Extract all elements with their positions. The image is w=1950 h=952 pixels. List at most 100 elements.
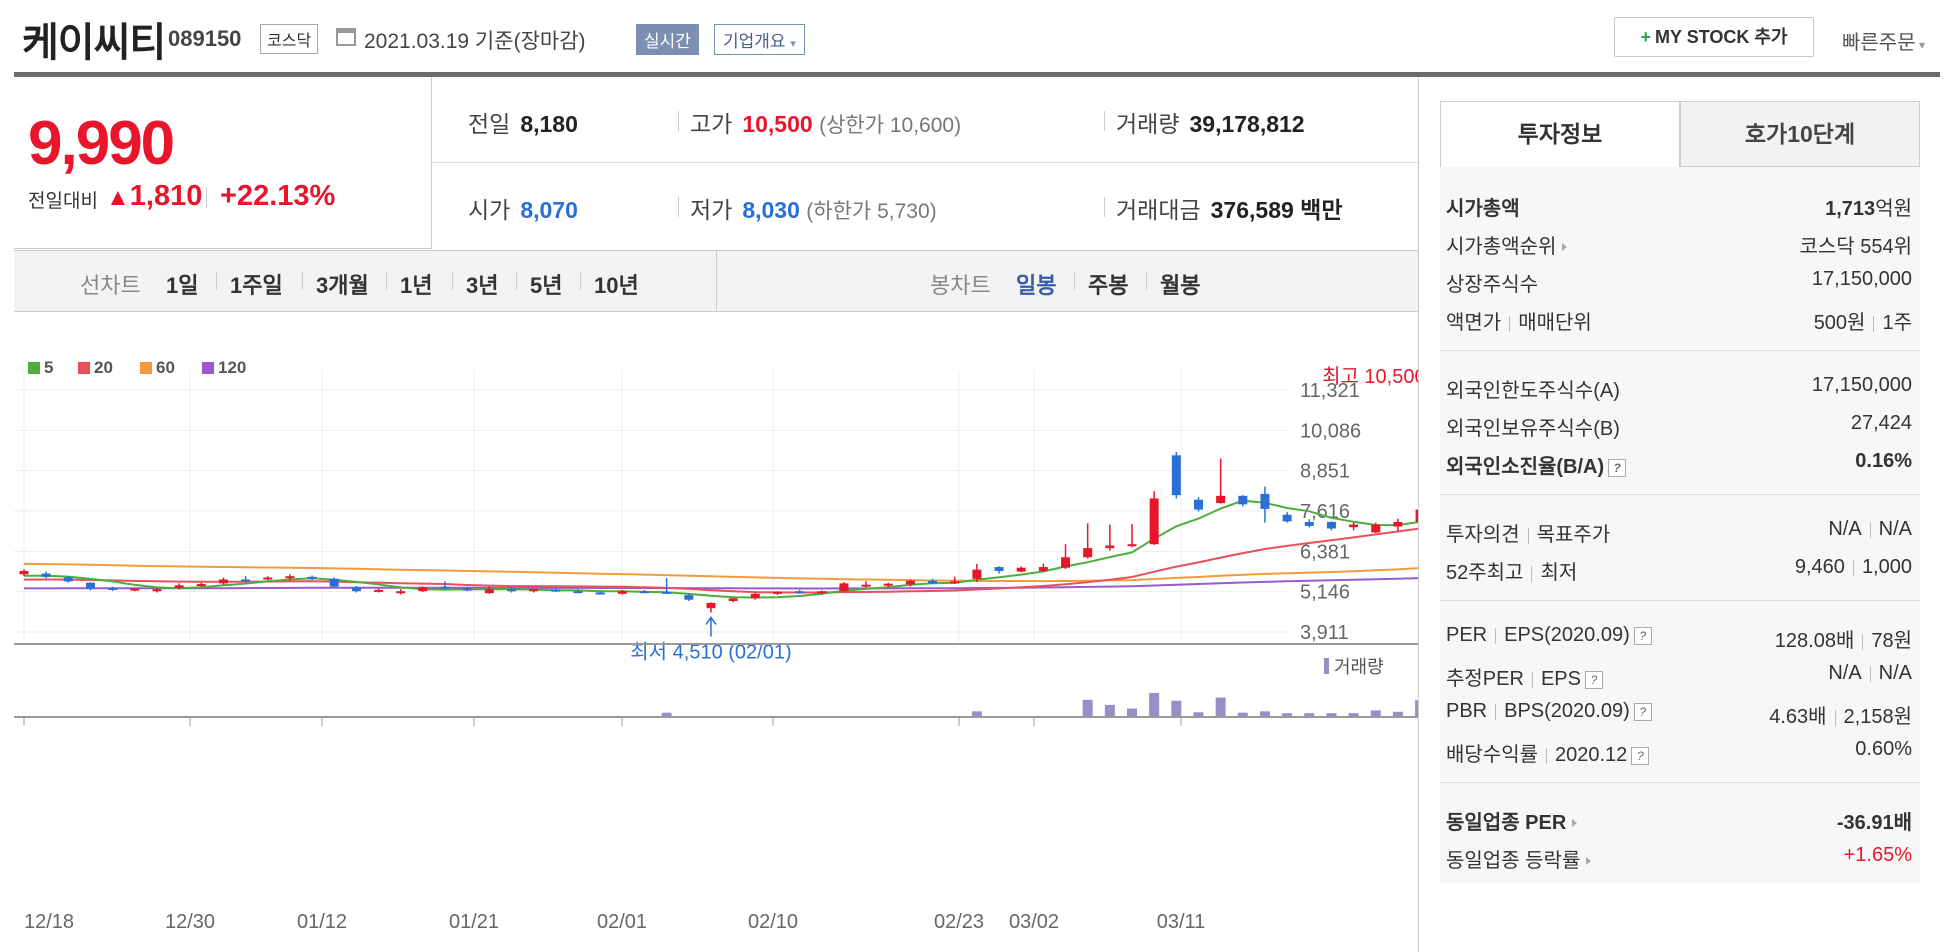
candle-body[interactable] bbox=[817, 591, 827, 594]
candle-body[interactable] bbox=[19, 570, 29, 575]
realtime-button[interactable]: 실시간 bbox=[636, 24, 699, 55]
volume-bar[interactable] bbox=[1082, 699, 1093, 716]
candle-body[interactable] bbox=[196, 584, 206, 587]
candle-body[interactable] bbox=[839, 583, 849, 592]
candle-body[interactable] bbox=[1260, 493, 1270, 509]
price-chart[interactable]: 11,321 10,086 8,851 7,616 6,381 5,146 3,911 최고 … bbox=[0, 340, 1418, 952]
help-icon[interactable]: ? bbox=[1631, 747, 1650, 765]
tab-1year[interactable]: 1년 bbox=[400, 273, 433, 298]
candle-body[interactable] bbox=[462, 588, 472, 591]
volume-bar[interactable] bbox=[661, 712, 672, 716]
candle-body[interactable] bbox=[1238, 495, 1248, 505]
tab-3month[interactable]: 3개월 bbox=[316, 273, 369, 298]
candle-body[interactable] bbox=[1193, 499, 1203, 510]
tab-daily[interactable]: 일봉 bbox=[1016, 273, 1057, 298]
candle-body[interactable] bbox=[950, 581, 960, 584]
candle-body[interactable] bbox=[85, 582, 95, 589]
candle-body[interactable] bbox=[772, 591, 782, 594]
tab-3year[interactable]: 3년 bbox=[466, 273, 499, 298]
candle-body[interactable] bbox=[1349, 524, 1359, 528]
candle-body[interactable] bbox=[351, 587, 361, 592]
candle-body[interactable] bbox=[218, 579, 228, 584]
company-overview-dropdown[interactable]: 기업개요 ▾ bbox=[714, 24, 805, 55]
candle-body[interactable] bbox=[1304, 521, 1314, 526]
candle-body[interactable] bbox=[1149, 498, 1159, 545]
candle-body[interactable] bbox=[285, 576, 295, 579]
tab-10year[interactable]: 10년 bbox=[594, 273, 639, 298]
candle-body[interactable] bbox=[1282, 514, 1292, 522]
row-mktcap-rank[interactable]: 시가총액순위 코스닥 554위 bbox=[1446, 224, 1912, 260]
volume-bar[interactable] bbox=[1171, 700, 1182, 716]
candle-body[interactable] bbox=[1127, 544, 1137, 547]
quick-order-link[interactable]: 빠른주문 ▾ bbox=[1842, 26, 1925, 55]
candle-body[interactable] bbox=[861, 584, 871, 587]
volume-bar[interactable] bbox=[1415, 700, 1418, 716]
candle-body[interactable] bbox=[1083, 548, 1093, 558]
candle-body[interactable] bbox=[1371, 524, 1381, 533]
volume-bar[interactable] bbox=[1127, 708, 1137, 716]
candle-body[interactable] bbox=[152, 589, 162, 592]
volume-bar[interactable] bbox=[1215, 697, 1226, 716]
candle-body[interactable] bbox=[728, 598, 738, 602]
candle-body[interactable] bbox=[1171, 455, 1181, 496]
help-icon[interactable]: ? bbox=[1633, 703, 1652, 721]
candle-body[interactable] bbox=[418, 587, 428, 592]
tab-orderbook[interactable]: 호가10단계 bbox=[1680, 101, 1920, 167]
help-icon[interactable]: ? bbox=[1633, 627, 1652, 645]
candle-body[interactable] bbox=[1326, 521, 1336, 529]
candle-body[interactable] bbox=[440, 586, 450, 589]
volume-bar[interactable] bbox=[971, 711, 982, 716]
candle-body[interactable] bbox=[1105, 545, 1115, 549]
candle-body[interactable] bbox=[41, 573, 51, 577]
candle-body[interactable] bbox=[174, 585, 184, 588]
candle-body[interactable] bbox=[994, 567, 1004, 571]
candle-body[interactable] bbox=[750, 593, 760, 599]
candle-body[interactable] bbox=[905, 580, 915, 585]
candle-body[interactable] bbox=[595, 592, 605, 595]
candle-body[interactable] bbox=[507, 589, 517, 592]
volume-bar[interactable] bbox=[1104, 704, 1115, 716]
candle-body[interactable] bbox=[263, 577, 273, 580]
tab-5year[interactable]: 5년 bbox=[530, 273, 563, 298]
candle-body[interactable] bbox=[484, 589, 494, 594]
volume-bar[interactable] bbox=[1259, 711, 1270, 716]
candle-body[interactable] bbox=[1061, 557, 1071, 568]
tab-1day[interactable]: 1일 bbox=[166, 273, 199, 298]
volume-bar[interactable] bbox=[1392, 711, 1403, 716]
candle-body[interactable] bbox=[1038, 567, 1048, 571]
tab-1week[interactable]: 1주일 bbox=[230, 273, 283, 298]
candle-body[interactable] bbox=[883, 583, 893, 586]
candle-body[interactable] bbox=[662, 591, 672, 594]
volume-bar[interactable] bbox=[1149, 692, 1160, 716]
candle-body[interactable] bbox=[307, 576, 317, 579]
candle-body[interactable] bbox=[374, 589, 384, 592]
candle-body[interactable] bbox=[639, 591, 649, 594]
candle-body[interactable] bbox=[706, 602, 716, 609]
volume-bar[interactable] bbox=[1237, 712, 1248, 716]
volume-bar[interactable] bbox=[1193, 712, 1204, 716]
volume-bar[interactable] bbox=[1282, 713, 1293, 716]
candle-body[interactable] bbox=[241, 579, 251, 582]
volume-bar[interactable] bbox=[1370, 710, 1381, 716]
candle-body[interactable] bbox=[573, 591, 583, 594]
volume-bar[interactable] bbox=[1348, 713, 1359, 716]
candle-body[interactable] bbox=[529, 589, 539, 592]
row-sector-change[interactable]: 동일업종 등락률 +1.65% bbox=[1446, 838, 1912, 874]
candle-body[interactable] bbox=[684, 595, 694, 600]
candle-body[interactable] bbox=[130, 588, 140, 591]
candle-body[interactable] bbox=[795, 591, 805, 594]
tab-weekly[interactable]: 주봉 bbox=[1088, 273, 1129, 298]
tab-monthly[interactable]: 월봉 bbox=[1160, 273, 1201, 298]
candle-body[interactable] bbox=[972, 569, 982, 579]
candle-body[interactable] bbox=[617, 591, 627, 594]
candle-body[interactable] bbox=[1393, 521, 1403, 527]
help-icon[interactable]: ? bbox=[1584, 671, 1603, 689]
candle-body[interactable] bbox=[329, 578, 339, 587]
candle-body[interactable] bbox=[396, 591, 406, 594]
candle-body[interactable] bbox=[1216, 495, 1226, 504]
candle-body[interactable] bbox=[551, 589, 561, 592]
volume-bar[interactable] bbox=[1326, 713, 1337, 716]
help-icon[interactable]: ? bbox=[1608, 459, 1627, 477]
row-sector-per[interactable]: 동일업종 PER -36.91배 bbox=[1446, 800, 1912, 836]
tab-invest-info[interactable]: 투자정보 bbox=[1440, 101, 1680, 167]
